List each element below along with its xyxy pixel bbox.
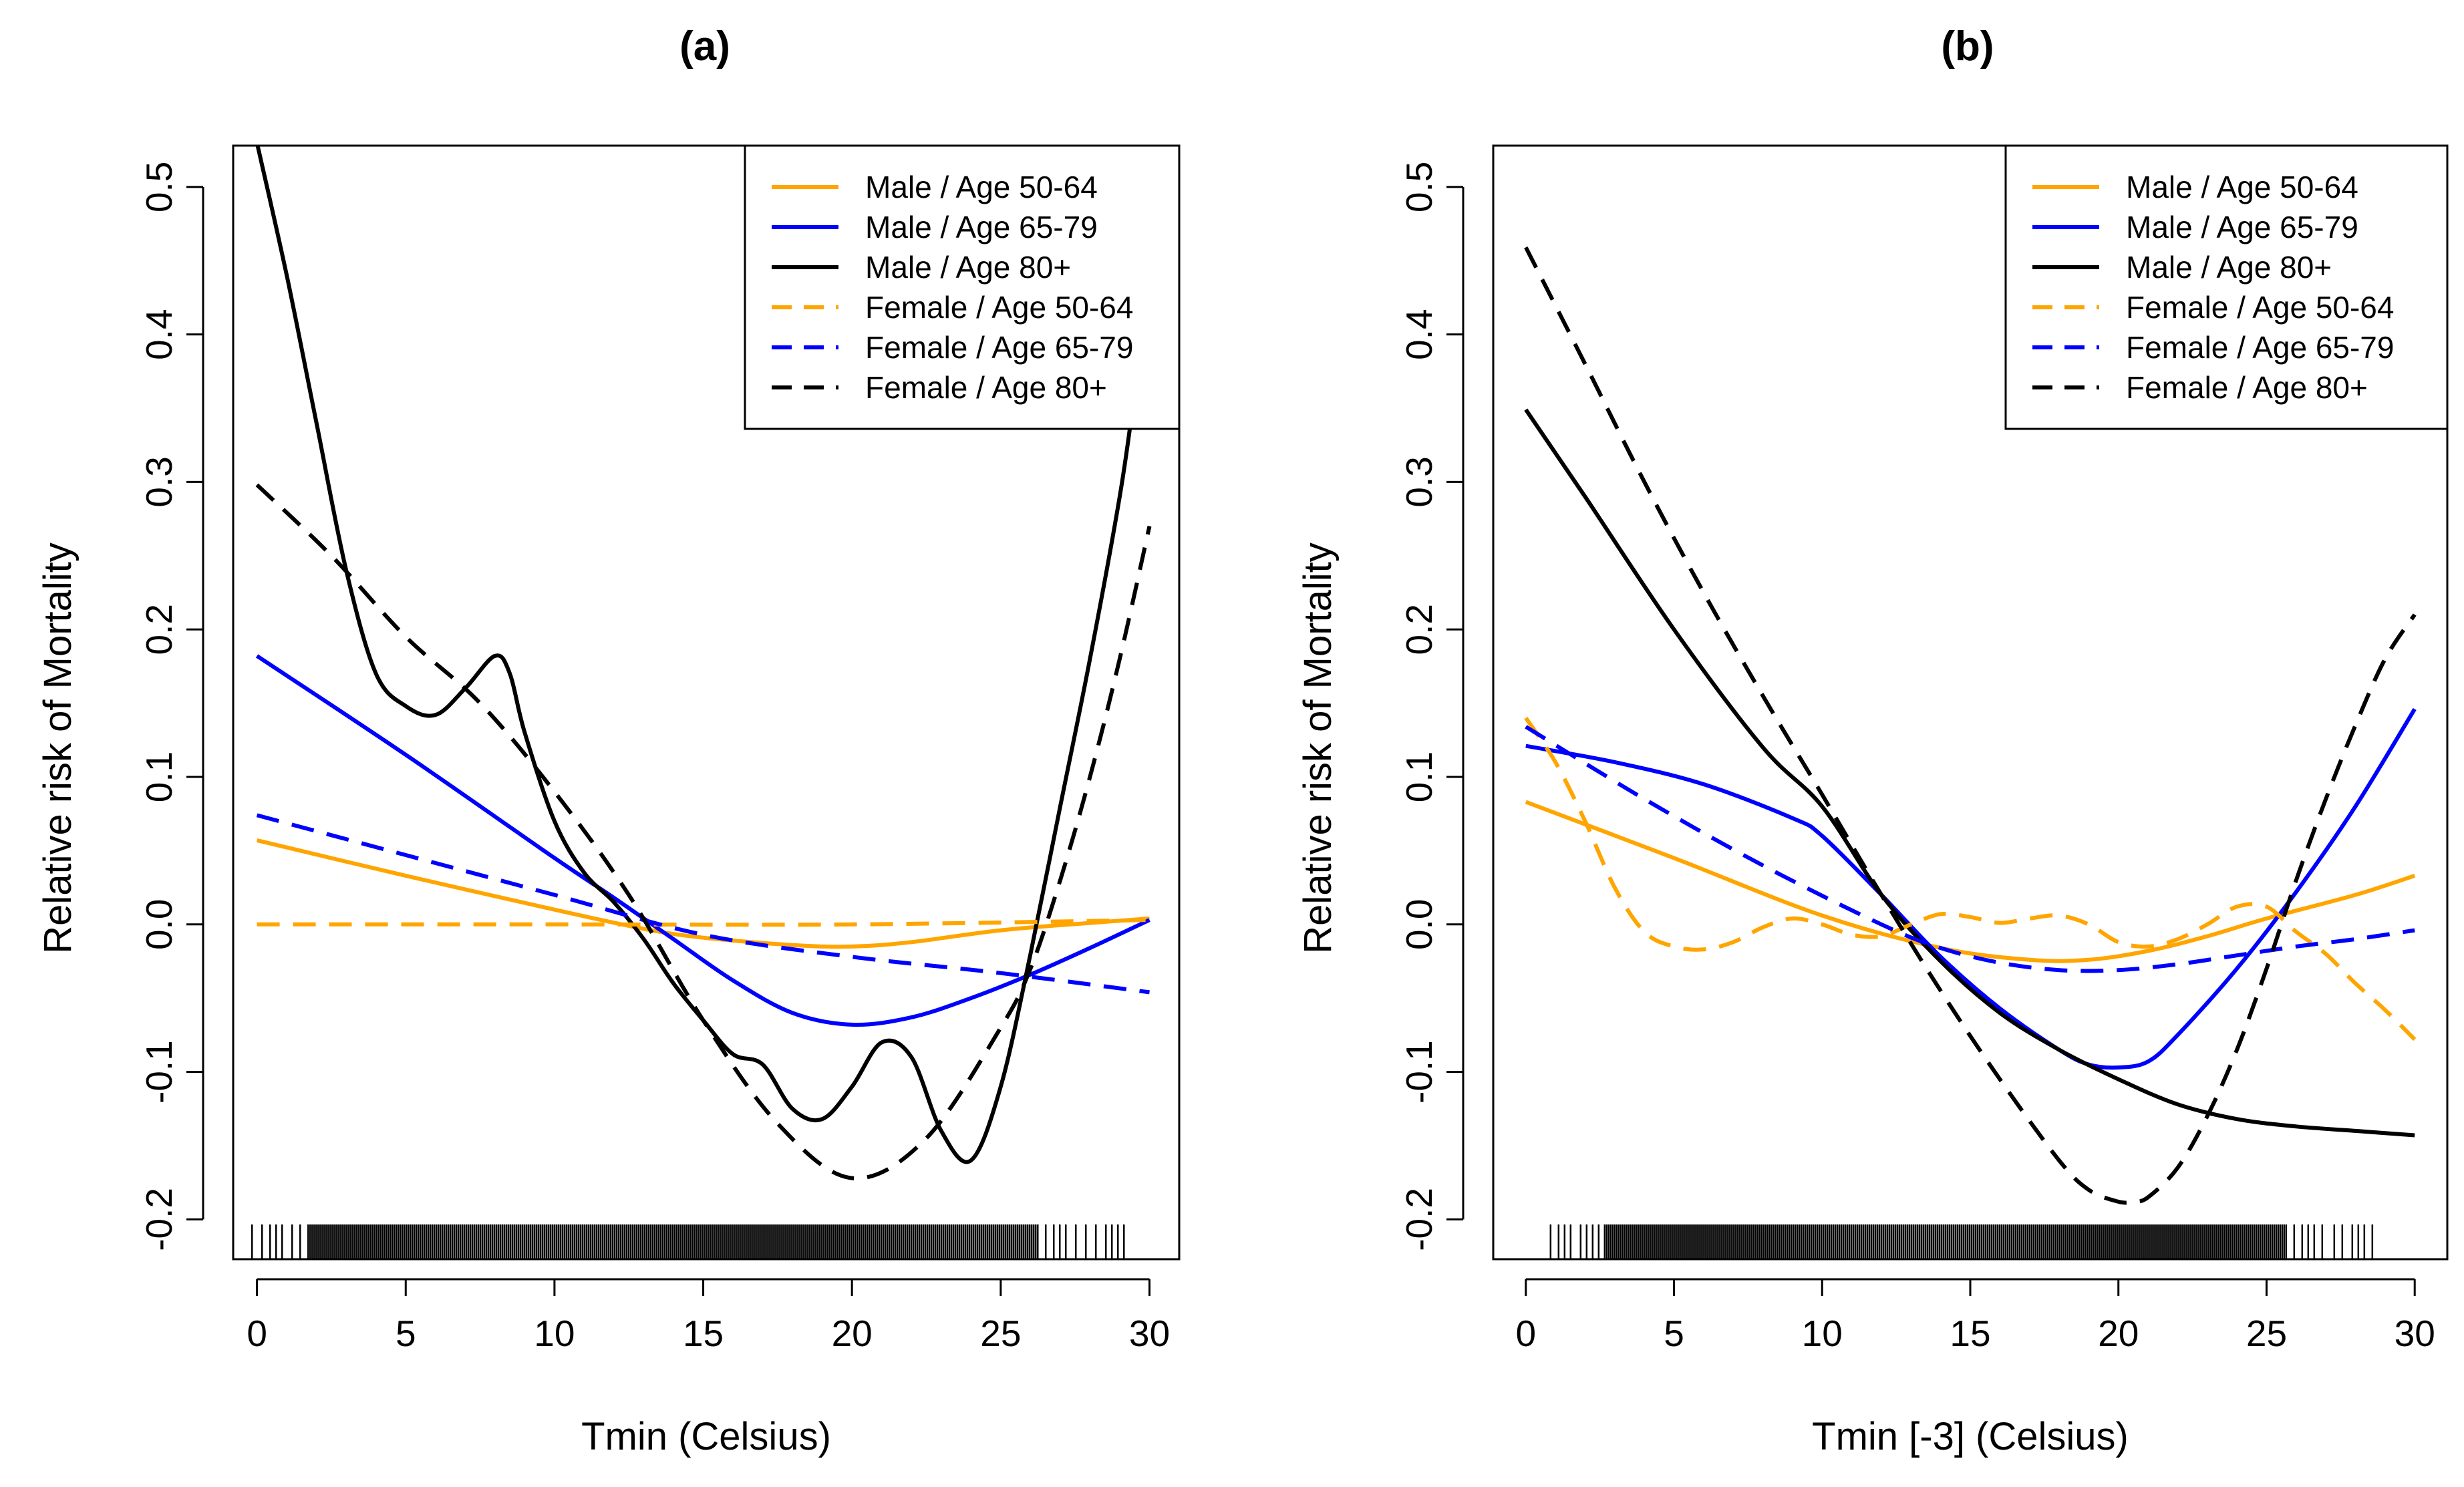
series-line-female-age-80 [1524,246,2417,1205]
legend-label: Female / Age 50-64 [865,290,1133,325]
legend-label: Male / Age 50-64 [865,170,1098,204]
y-tick-label: -0.1 [138,1040,180,1104]
legend-box [2004,144,2449,430]
x-tick-label: 30 [1129,1313,1170,1354]
series-line-male-age-80 [1524,408,2415,1138]
panel-a-y-axis-label: Relative risk of Mortality [36,542,80,954]
x-tick-label: 15 [1950,1313,1990,1354]
series-line-male-age-50-64 [1525,800,2416,963]
y-tick-label: 0.3 [1398,456,1440,507]
x-tick-label: 20 [2098,1313,2139,1354]
legend-label: Male / Age 80+ [865,250,1071,285]
series-line-female-age-50-64 [257,918,1150,927]
panel-0-legend: Male / Age 50-64 Male / Age 65-79 Male / A… [744,144,1181,430]
panel-b-y-axis-label: Relative risk of Mortality [1296,542,1340,954]
panel-b-x-axis-label: Tmin [-3] (Celsius) [1812,1415,2129,1458]
y-tick-label: 0.1 [1398,752,1440,802]
legend-label: Female / Age 80+ [2126,370,2368,405]
legend-label: Female / Age 65-79 [2126,330,2394,365]
panel-a-title: (a) [679,23,730,69]
y-tick-label: -0.2 [1398,1188,1440,1251]
series-line-female-age-50-64 [1524,717,2417,1041]
legend-label: Female / Age 50-64 [2126,290,2394,325]
y-tick-label: 0.4 [1398,309,1440,359]
y-tick-label: 0.3 [138,456,180,507]
x-tick-label: 20 [832,1313,873,1354]
y-tick-label: 0.2 [1398,604,1440,655]
series-line-female-age-80 [255,483,1152,1180]
series-line-male-age-50-64 [256,838,1150,949]
x-tick-label: 0 [1515,1313,1536,1354]
legend-label: Male / Age 50-64 [2126,170,2358,204]
panel-0-rug [251,1224,1125,1259]
panel-a-x-axis-label: Tmin (Celsius) [581,1415,831,1458]
x-tick-label: 25 [2246,1313,2287,1354]
panel-1-series-lines [1524,246,2417,1205]
y-tick-label: -0.2 [138,1188,180,1251]
panel-0-plot-frame [232,144,1181,1261]
panel-1-rug [1549,1224,2374,1259]
x-tick-label: 0 [247,1313,267,1354]
legend-label: Female / Age 65-79 [865,330,1133,365]
panel-1-legend: Male / Age 50-64 Male / Age 65-79 Male / A… [2004,144,2449,430]
y-tick-label: 0.0 [1398,899,1440,950]
x-tick-label: 25 [980,1313,1021,1354]
x-tick-label: 10 [1802,1313,1843,1354]
x-tick-label: 30 [2395,1313,2435,1354]
y-tick-label: 0.5 [1398,162,1440,212]
legend-label: Female / Age 80+ [865,370,1107,405]
series-line-female-age-65-79 [1525,725,2415,973]
series-line-male-age-65-79 [1525,707,2417,1070]
y-tick-label: 0.5 [138,162,180,212]
y-tick-label: 0.2 [138,604,180,655]
y-tick-label: -0.1 [1398,1040,1440,1104]
legend-label: Male / Age 65-79 [2126,210,2358,244]
x-tick-label: 5 [396,1313,416,1354]
series-line-male-age-65-79 [255,654,1150,1027]
y-tick-label: 0.1 [138,752,180,802]
legend-label: Male / Age 80+ [2126,250,2332,285]
panel-b-title: (b) [1941,23,1994,69]
y-tick-label: 0.0 [138,899,180,950]
panel-b: (b) Tmin [-3] (Celsius) Relative risk of… [1296,23,2449,1458]
x-tick-label: 5 [1664,1313,1684,1354]
x-tick-label: 15 [683,1313,724,1354]
legend-label: Male / Age 65-79 [865,210,1098,244]
legend-box [744,144,1181,430]
panel-0-series-lines [255,146,1152,1180]
y-tick-label: 0.4 [138,309,180,359]
panel-a: (a) Tmin (Celsius) Relative risk of Mort… [36,23,1181,1458]
x-tick-label: 10 [534,1313,575,1354]
series-line-female-age-65-79 [256,813,1150,995]
